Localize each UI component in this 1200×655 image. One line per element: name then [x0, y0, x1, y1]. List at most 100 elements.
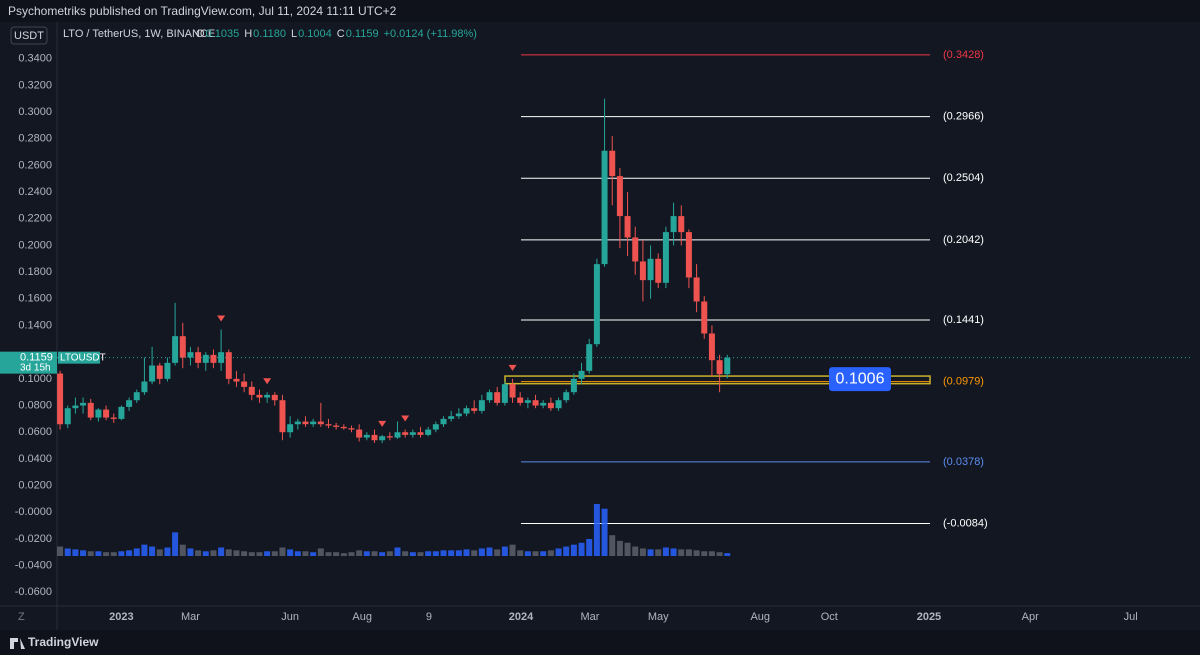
ohlc-value: 0.1180	[253, 28, 286, 40]
volume-bar	[708, 551, 715, 556]
candle-body	[179, 336, 186, 358]
candle-body	[340, 426, 347, 429]
volume-bar	[57, 546, 64, 556]
fib-label: (0.2042)	[943, 234, 984, 246]
volume-bar	[310, 552, 317, 556]
volume-bar	[156, 549, 163, 556]
volume-bar	[609, 535, 616, 556]
candle-body	[616, 176, 623, 217]
candle-body	[386, 436, 393, 438]
volume-bar	[616, 540, 623, 556]
candle-body	[609, 150, 616, 177]
candle-body	[624, 216, 631, 238]
volume-bar	[670, 548, 677, 556]
volume-bar	[264, 551, 271, 556]
volume-bar	[440, 550, 447, 556]
y-tick-label: 0.3400	[18, 53, 52, 65]
volume-bar	[601, 508, 608, 556]
x-tick-label: Oct	[821, 611, 838, 623]
candle-body	[708, 333, 715, 361]
ohlc-change: +0.0124 (+11.98%)	[384, 28, 477, 40]
last-price-box	[0, 351, 57, 374]
volume-bar	[179, 544, 186, 556]
x-tick-label: Aug	[352, 611, 372, 623]
candle-body	[118, 406, 125, 419]
volume-bar	[218, 547, 225, 556]
volume-bar	[287, 549, 294, 556]
candle-body	[325, 424, 332, 426]
candle-body	[256, 394, 263, 398]
candle-body	[333, 425, 340, 427]
candle-body	[501, 384, 508, 403]
ohlc-value: 0.1004	[298, 28, 332, 40]
y-tick-label: 0.0600	[18, 426, 52, 438]
volume-bar	[578, 542, 585, 556]
candle-body	[555, 400, 562, 409]
volume-bar	[524, 551, 531, 556]
volume-bar	[662, 547, 669, 556]
volume-bar	[432, 551, 439, 556]
candle-body	[225, 352, 232, 379]
volume-bar	[317, 548, 324, 556]
volume-bar	[302, 551, 309, 556]
volume-bar	[563, 546, 570, 556]
candle-body	[601, 150, 608, 265]
volume-bar	[340, 553, 347, 556]
volume-bar	[532, 551, 539, 556]
volume-bar	[639, 548, 646, 556]
x-tick-label: 2025	[917, 611, 941, 623]
volume-bar	[555, 548, 562, 556]
volume-bar	[417, 552, 424, 556]
candle-body	[655, 258, 662, 283]
fib-label: (0.0378)	[943, 456, 984, 468]
candle-body	[586, 344, 593, 371]
candle-body	[417, 432, 424, 435]
candle-body	[524, 400, 531, 403]
volume-bar	[126, 550, 133, 556]
y-tick-label: 0.2000	[18, 239, 52, 251]
volume-bar	[225, 549, 232, 556]
candle-body	[509, 384, 516, 398]
fib-label: (0.1441)	[943, 314, 984, 326]
x-tick-label: Mar	[581, 611, 600, 623]
volume-bar	[325, 552, 332, 556]
volume-bar	[95, 551, 102, 556]
volume-bar	[486, 547, 493, 556]
candle-body	[394, 432, 401, 438]
y-tick-label: -0.0600	[15, 586, 52, 598]
volume-bar	[655, 549, 662, 556]
volume-bar	[463, 549, 470, 556]
candle-body	[141, 381, 148, 393]
candle-body	[363, 434, 370, 438]
volume-bar	[409, 552, 416, 556]
candle-body	[379, 436, 386, 441]
volume-bar	[141, 544, 148, 556]
currency-box[interactable]	[10, 26, 48, 45]
ohlc-value: 0.1035	[206, 28, 240, 40]
candle-body	[317, 421, 324, 425]
y-tick-label: 0.0800	[18, 399, 52, 411]
symbol: LTO / TetherUS, 1W, BINANCE	[63, 28, 215, 40]
signal-marker	[263, 378, 272, 385]
volume-bar	[110, 552, 117, 556]
x-tick-label: Apr	[1022, 611, 1039, 623]
volume-bar	[455, 550, 462, 556]
candle-body	[287, 424, 294, 433]
candle-body	[218, 352, 225, 363]
volume-bar	[187, 548, 194, 556]
candle-body	[279, 400, 286, 433]
zone-label-box	[829, 367, 891, 392]
candle-body	[724, 357, 731, 375]
signal-marker	[401, 415, 410, 422]
volume-bar	[509, 544, 516, 556]
volume-bar	[501, 546, 508, 556]
y-tick-label: 0.2400	[18, 186, 52, 198]
candle-body	[540, 402, 547, 406]
fib-label: (0.0979)	[943, 376, 984, 388]
candle-body	[532, 400, 539, 406]
volume-bar	[379, 552, 386, 556]
volume-bar	[164, 547, 171, 556]
zone-label: 0.1006	[836, 370, 885, 387]
y-tick-label: 0.0400	[18, 453, 52, 465]
